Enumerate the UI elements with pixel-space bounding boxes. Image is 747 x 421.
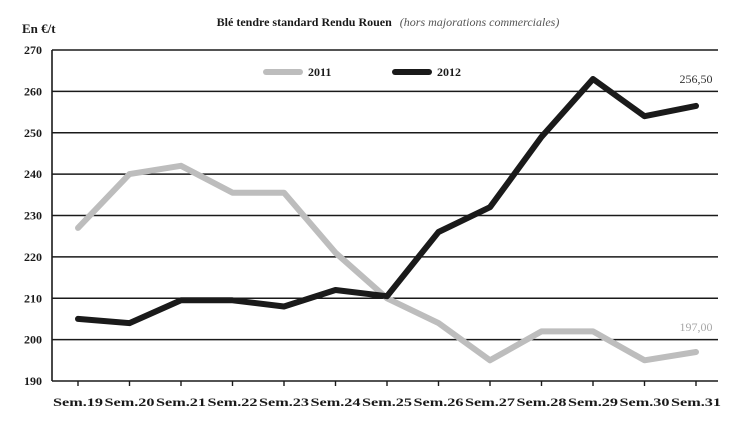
x-tick-label: Sem.31 xyxy=(671,395,721,409)
x-tick-label: Sem.20 xyxy=(105,395,155,409)
y-tick-label: 200 xyxy=(24,333,42,347)
x-tick-label: Sem.19 xyxy=(53,395,103,409)
y-tick-label: 270 xyxy=(24,43,42,57)
x-axis: Sem.19 Sem.20 Sem.21 Sem.22 Sem.23 Sem.24 Sem.… xyxy=(53,381,721,409)
series-line-2012 xyxy=(75,76,699,327)
x-tick-label: Sem.27 xyxy=(465,395,515,409)
grid-lines xyxy=(52,49,718,382)
x-tick-label: Sem.23 xyxy=(259,395,309,409)
chart-title-main: Blé tendre standard Rendu Rouen xyxy=(217,15,392,29)
legend-label-2012: 2012 xyxy=(437,65,461,79)
chart-title: Blé tendre standard Rendu Rouen (hors ma… xyxy=(217,13,560,30)
x-tick-label: Sem.25 xyxy=(362,395,412,409)
y-tick-label: 230 xyxy=(24,209,42,223)
x-tick-label: Sem.21 xyxy=(156,395,206,409)
end-label-2012: 256,50 xyxy=(680,72,713,86)
y-tick-label: 190 xyxy=(24,374,42,388)
legend: 2011 2012 xyxy=(263,65,461,79)
series-lines xyxy=(75,76,699,364)
x-tick-label: Sem.30 xyxy=(620,395,670,409)
x-tick-label: Sem.28 xyxy=(517,395,567,409)
y-unit-label: En €/t xyxy=(22,21,56,36)
chart-title-subtitle: (hors majorations commerciales) xyxy=(400,15,560,29)
x-tick-label: Sem.26 xyxy=(414,395,464,409)
legend-label-2011: 2011 xyxy=(308,65,331,79)
y-tick-label: 220 xyxy=(24,250,42,264)
x-tick-label: Sem.22 xyxy=(208,395,258,409)
y-tick-label: 260 xyxy=(24,84,42,98)
y-tick-label: 250 xyxy=(24,126,42,140)
end-labels: 197,00 256,50 xyxy=(680,72,713,334)
y-axis: 190 200 210 220 230 240 250 260 270 xyxy=(24,43,53,388)
x-tick-label: Sem.24 xyxy=(311,395,361,409)
series-line-2011 xyxy=(75,162,699,364)
y-tick-label: 240 xyxy=(24,167,42,181)
end-label-2011: 197,00 xyxy=(680,320,713,334)
y-tick-label: 210 xyxy=(24,291,42,305)
x-tick-label: Sem.29 xyxy=(568,395,618,409)
